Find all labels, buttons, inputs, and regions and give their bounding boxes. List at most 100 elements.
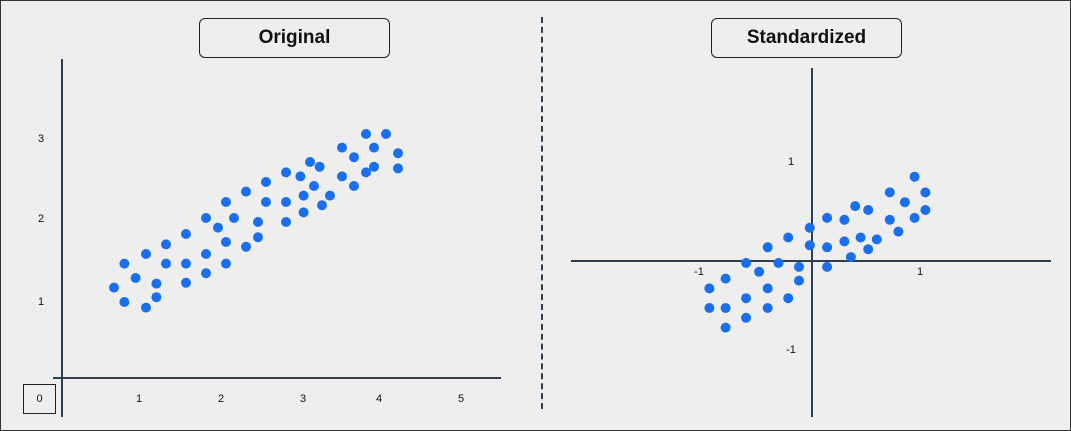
- standardized-data-point: [839, 214, 850, 225]
- original-data-point: [151, 292, 162, 303]
- standardized-data-point: [741, 258, 752, 268]
- original-data-point: [141, 249, 151, 259]
- original-data-point: [298, 207, 309, 218]
- standardized-data-point: [804, 240, 815, 251]
- standardized-data-point: [783, 232, 794, 243]
- original-data-point: [213, 222, 223, 233]
- original-data-point: [337, 171, 347, 182]
- origin-label: 0: [23, 384, 56, 414]
- standardized-data-point: [794, 275, 804, 286]
- original-data-point: [201, 249, 211, 259]
- original-data-point: [381, 129, 391, 139]
- standardized-data-point: [855, 232, 866, 243]
- original-data-point: [261, 197, 271, 207]
- standardized-data-point: [783, 293, 794, 304]
- original-data-point: [369, 161, 379, 172]
- original-data-point: [281, 197, 291, 207]
- standardized-y-tick: 1: [788, 156, 794, 168]
- standardized-data-point: [773, 258, 784, 268]
- original-data-point: [361, 129, 371, 139]
- original-data-point: [261, 177, 271, 187]
- standardized-data-point: [741, 293, 752, 304]
- original-y-tick: 1: [38, 296, 44, 308]
- original-data-point: [317, 200, 327, 211]
- standardized-data-point: [720, 322, 731, 333]
- original-data-point: [229, 213, 239, 223]
- original-data-point: [337, 142, 347, 153]
- original-x-tick: 5: [458, 393, 464, 405]
- standardized-y-tick: -1: [786, 344, 796, 356]
- original-x-tick: 2: [218, 393, 224, 405]
- original-data-point: [325, 190, 335, 201]
- standardized-data-point: [754, 266, 765, 277]
- original-data-point: [253, 232, 263, 243]
- original-data-point: [130, 273, 141, 283]
- original-data-point: [393, 163, 403, 174]
- standardized-data-point: [920, 205, 931, 215]
- original-data-point: [349, 181, 359, 191]
- standardized-data-point: [863, 244, 874, 255]
- original-data-point: [298, 190, 309, 201]
- standardized-data-point: [822, 261, 833, 272]
- standardized-data-point: [720, 303, 731, 313]
- original-y-tick: 3: [38, 133, 44, 145]
- standardized-data-point: [762, 242, 773, 253]
- original-data-point: [241, 241, 251, 252]
- original-data-point: [305, 157, 315, 167]
- original-data-point: [201, 213, 211, 223]
- original-x-tick: 3: [300, 393, 306, 405]
- original-data-point: [181, 258, 191, 269]
- original-data-point: [151, 278, 162, 289]
- original-data-point: [119, 297, 130, 307]
- standardized-data-point: [704, 303, 715, 313]
- standardized-data-point: [839, 236, 850, 247]
- standardized-x-tick: 1: [917, 266, 923, 278]
- standardized-data-point: [909, 171, 920, 182]
- standardized-data-point: [920, 187, 931, 198]
- original-data-point: [161, 239, 171, 250]
- original-title: Original: [199, 18, 390, 58]
- original-data-point: [109, 282, 119, 293]
- standardized-data-point: [884, 187, 895, 198]
- original-data-point: [141, 302, 151, 313]
- standardized-data-point: [909, 212, 920, 223]
- standardized-data-point: [822, 242, 833, 253]
- original-data-point: [314, 161, 325, 172]
- standardized-data-point: [741, 312, 752, 323]
- standardized-data-point: [893, 226, 904, 237]
- original-data-point: [281, 217, 291, 227]
- original-data-point: [119, 258, 130, 269]
- original-data-point: [295, 171, 306, 182]
- original-data-point: [221, 237, 231, 247]
- standardized-data-point: [850, 201, 861, 212]
- original-data-point: [361, 167, 371, 178]
- standardized-data-point: [899, 197, 910, 208]
- original-data-point: [349, 152, 359, 163]
- standardized-data-point: [762, 303, 773, 313]
- original-data-point: [309, 181, 319, 191]
- original-data-point: [221, 258, 231, 269]
- original-data-point: [281, 167, 291, 178]
- original-data-point: [253, 217, 263, 227]
- original-data-point: [221, 197, 231, 207]
- standardized-title: Standardized: [711, 18, 902, 58]
- standardized-data-point: [704, 283, 715, 294]
- original-data-point: [393, 148, 403, 159]
- standardized-data-point: [884, 214, 895, 225]
- original-data-point: [181, 277, 191, 288]
- standardized-x-tick: -1: [694, 266, 704, 278]
- original-points: [109, 129, 403, 313]
- original-data-point: [241, 186, 251, 197]
- original-data-point: [201, 268, 211, 279]
- original-data-point: [181, 229, 191, 239]
- standardized-data-point: [871, 234, 882, 245]
- original-x-tick: 1: [136, 393, 142, 405]
- original-data-point: [369, 142, 379, 153]
- standardized-data-point: [845, 252, 856, 263]
- standardized-data-point: [762, 283, 773, 294]
- original-data-point: [161, 258, 171, 269]
- original-x-tick: 4: [376, 393, 382, 405]
- original-y-tick: 2: [38, 213, 44, 225]
